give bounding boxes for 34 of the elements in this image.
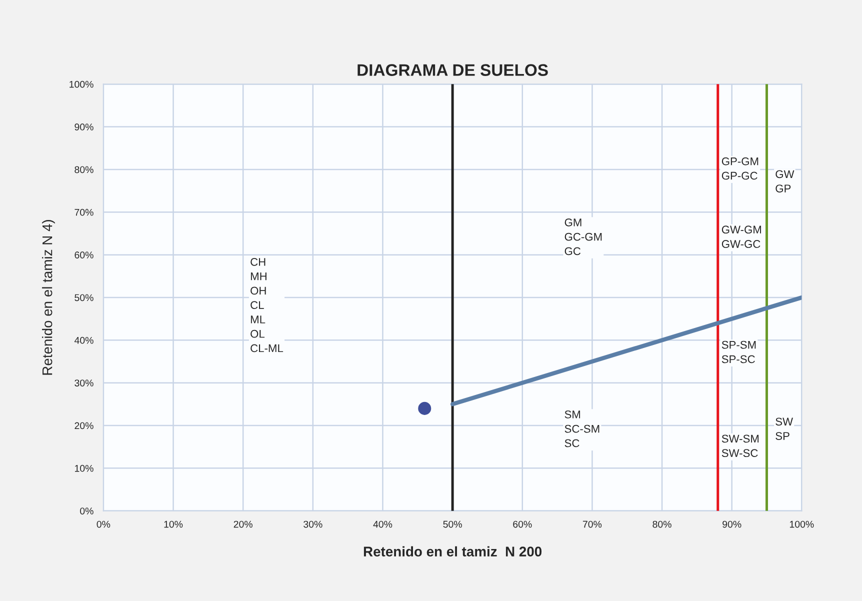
annotation: CH MH OH CL ML OL CL-ML (250, 258, 284, 352)
y-tick-label: 0% (80, 508, 94, 514)
y-tick-label: 50% (74, 294, 94, 302)
x-tick-label: 90% (722, 520, 742, 528)
x-tick-label: 40% (373, 520, 392, 528)
y-tick-label: 30% (74, 380, 94, 386)
y-tick-label: 80% (74, 166, 94, 174)
x-tick-label: 60% (513, 520, 532, 528)
annotation: SW-SM SW-SC (722, 434, 759, 458)
y-axis-title: Retenido en el tamiz N 4) (42, 220, 55, 375)
y-tick-label: 60% (74, 252, 94, 258)
x-tick-label: 80% (652, 520, 672, 528)
x-tick-label: 30% (304, 520, 322, 528)
annotation: SP-SM SP-SC (722, 340, 756, 364)
x-axis-title: Retenido en el tamiz N 200 (364, 546, 542, 557)
x-tick-label: 100% (790, 520, 814, 528)
annotation: GW-GM GW-GC (722, 226, 761, 248)
x-tick-label: 20% (234, 520, 252, 528)
annotation: SM SC-SM SC (564, 410, 600, 448)
annotation: GM GC-GM GC (564, 218, 602, 256)
y-tick-label: 10% (75, 464, 94, 472)
x-tick-label: 10% (164, 520, 183, 528)
annotation: GW GP (776, 170, 794, 192)
x-tick-label: 70% (582, 520, 602, 528)
x-tick-label: 0% (96, 520, 110, 528)
annotation: GP-GM GP-GC (722, 157, 758, 180)
chart-title: DIAGRAMA DE SUELOS (358, 64, 548, 76)
annotation: SW SP (776, 418, 793, 440)
y-tick-label: 20% (74, 422, 94, 430)
y-tick-label: 90% (74, 124, 94, 130)
y-tick-label: 40% (74, 336, 94, 344)
y-tick-label: 100% (70, 80, 94, 88)
y-tick-label: 70% (74, 208, 94, 216)
x-tick-label: 50% (443, 520, 462, 528)
